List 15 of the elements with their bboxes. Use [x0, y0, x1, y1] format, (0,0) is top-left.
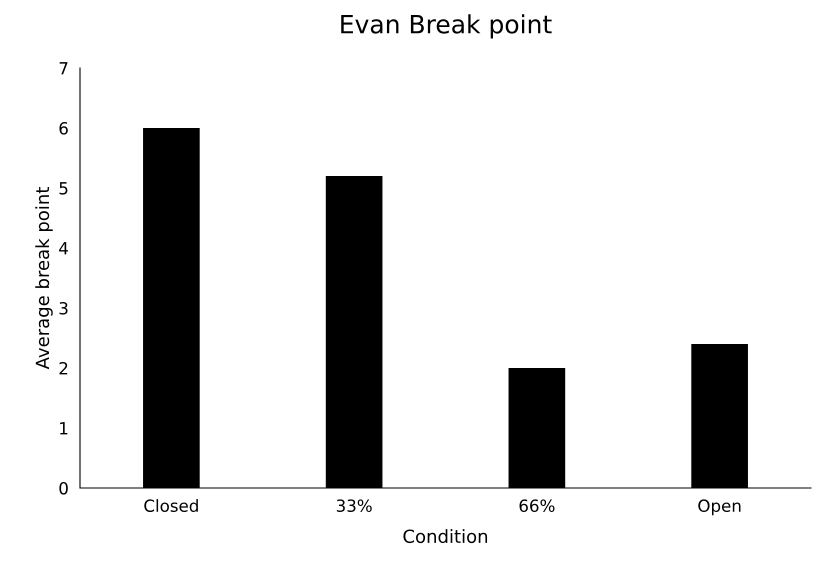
y-tick-label: 4 — [59, 242, 68, 254]
x-tick-label: 66% — [520, 499, 554, 512]
y-tick-label: 5 — [60, 182, 68, 195]
x-axis-title: Condition — [403, 529, 488, 544]
chart-title: Evan Break point — [341, 14, 552, 38]
y-axis-title: Average break point — [35, 187, 53, 370]
y-tick-label: 6 — [59, 122, 68, 135]
y-tick-label: 0 — [59, 482, 68, 495]
y-tick-label: 2 — [60, 362, 68, 374]
y-tick-label: 7 — [60, 62, 68, 74]
x-tick-label: Open — [698, 499, 740, 516]
y-tick-label: 1 — [60, 422, 68, 434]
x-tick-label: 33% — [336, 499, 372, 512]
y-tick-label: 3 — [60, 302, 68, 315]
x-tick-label: Closed — [144, 499, 198, 512]
